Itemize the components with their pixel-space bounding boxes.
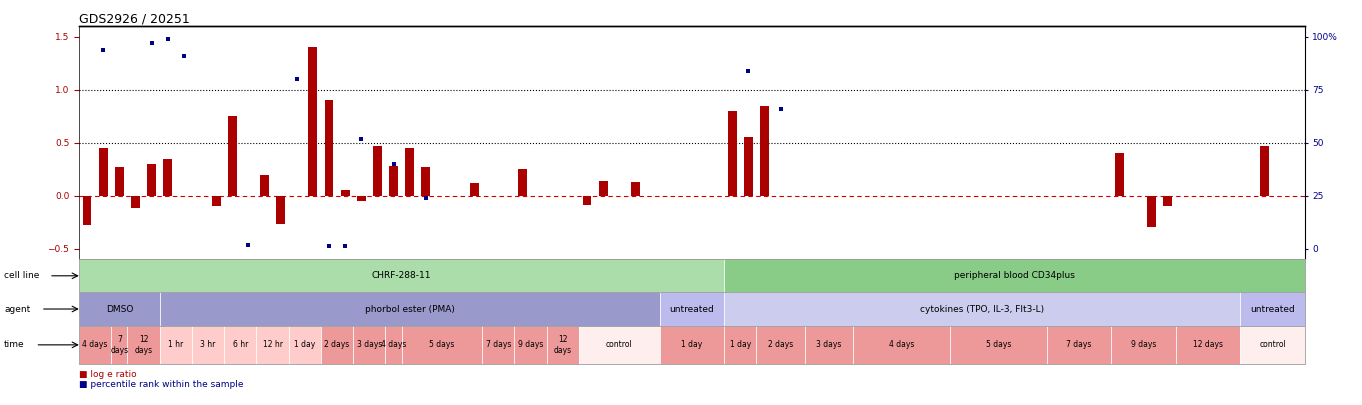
Text: 1 day: 1 day (730, 340, 750, 350)
Text: agent: agent (4, 305, 30, 313)
Bar (1260, 146, 1269, 196)
Bar (114, 167, 124, 196)
Text: 9 days: 9 days (1130, 340, 1156, 350)
Bar (131, 196, 140, 209)
Bar (599, 181, 607, 196)
Text: 1 hr: 1 hr (168, 340, 184, 350)
Bar (744, 137, 753, 196)
Bar (583, 196, 591, 205)
Text: untreated: untreated (1250, 305, 1295, 313)
Bar (357, 196, 365, 201)
Bar (1147, 196, 1156, 228)
Bar (406, 148, 414, 196)
Bar (308, 47, 317, 196)
Text: 3 hr: 3 hr (200, 340, 215, 350)
Text: 1 day: 1 day (681, 340, 703, 350)
Text: CHRF-288-11: CHRF-288-11 (372, 271, 432, 280)
Text: ■ percentile rank within the sample: ■ percentile rank within the sample (79, 380, 244, 389)
Text: GDS2926 / 20251: GDS2926 / 20251 (79, 12, 189, 25)
Text: 3 days: 3 days (357, 340, 381, 350)
Text: time: time (4, 340, 25, 350)
Bar (227, 116, 237, 196)
Bar (470, 183, 478, 196)
Bar (340, 190, 350, 196)
Text: 4 days: 4 days (83, 340, 108, 350)
Bar (83, 196, 91, 225)
Text: cytokines (TPO, IL-3, Flt3-L): cytokines (TPO, IL-3, Flt3-L) (921, 305, 1045, 313)
Bar (260, 175, 268, 196)
Text: 7 days: 7 days (486, 340, 511, 350)
Bar (518, 169, 527, 196)
Bar (324, 100, 334, 196)
Text: 3 days: 3 days (816, 340, 842, 350)
Text: 5 days: 5 days (986, 340, 1011, 350)
Bar (147, 164, 157, 196)
Bar (1163, 196, 1173, 206)
Text: control: control (1258, 340, 1286, 350)
Text: 7 days: 7 days (1066, 340, 1092, 350)
Text: 5 days: 5 days (429, 340, 455, 350)
Text: 2 days: 2 days (324, 340, 350, 350)
Text: 4 days: 4 days (381, 340, 406, 350)
Bar (421, 167, 430, 196)
Bar (99, 148, 108, 196)
Text: 4 days: 4 days (889, 340, 914, 350)
Bar (276, 196, 285, 224)
Text: phorbol ester (PMA): phorbol ester (PMA) (365, 305, 455, 313)
Text: 12
days: 12 days (135, 335, 153, 354)
Text: DMSO: DMSO (106, 305, 133, 313)
Bar (631, 182, 640, 196)
Bar (163, 159, 172, 196)
Text: 12 hr: 12 hr (263, 340, 282, 350)
Text: cell line: cell line (4, 271, 39, 280)
Bar (1115, 153, 1124, 196)
Text: 9 days: 9 days (518, 340, 543, 350)
Bar (390, 166, 398, 196)
Bar (373, 146, 381, 196)
Text: 12
days: 12 days (554, 335, 572, 354)
Text: untreated: untreated (670, 305, 714, 313)
Text: ■ log e ratio: ■ log e ratio (79, 370, 136, 379)
Text: peripheral blood CD34plus: peripheral blood CD34plus (953, 271, 1075, 280)
Text: 6 hr: 6 hr (233, 340, 248, 350)
Bar (727, 111, 737, 196)
Text: 7
days: 7 days (110, 335, 128, 354)
Text: control: control (606, 340, 633, 350)
Bar (760, 106, 770, 196)
Bar (211, 196, 221, 206)
Text: 12 days: 12 days (1193, 340, 1223, 350)
Text: 1 day: 1 day (294, 340, 316, 350)
Text: 2 days: 2 days (768, 340, 793, 350)
